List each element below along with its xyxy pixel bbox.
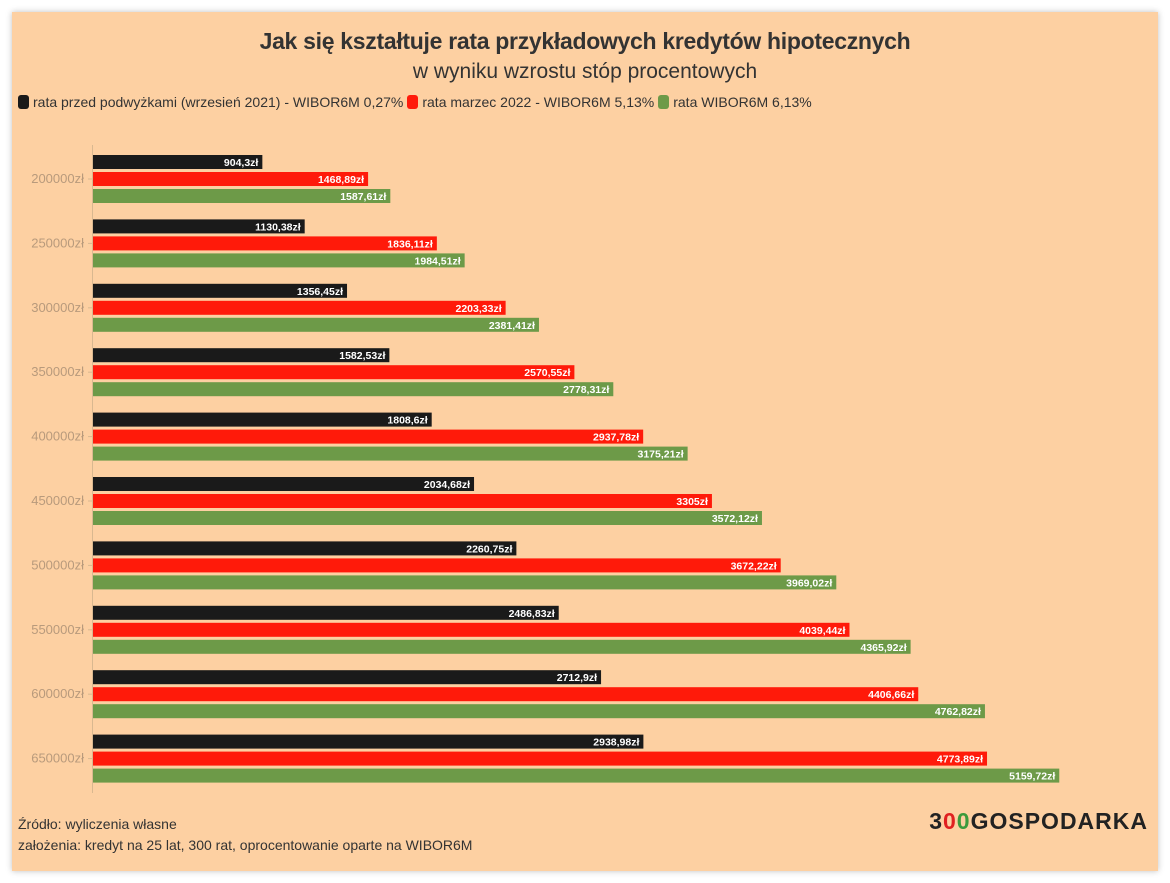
legend-item-613[interactable]: rata WIBOR6M 6,13% [658,94,812,110]
bar[interactable] [93,605,559,620]
y-tick-label: 350000zł [31,364,84,379]
logo-prefix: 3 [929,808,943,834]
y-tick-label: 300000zł [31,300,84,315]
legend-label-2021: rata przed podwyżkami (wrzesień 2021) - … [33,94,404,110]
bar[interactable] [93,734,644,749]
bar-value-label: 904,3zł [224,157,259,169]
bar[interactable] [93,382,614,397]
legend-swatch-613 [658,95,670,109]
bar-value-label: 3572,12zł [712,513,758,525]
y-tick-label: 250000zł [31,235,84,250]
bar-value-label: 2712,9zł [557,672,597,684]
bar[interactable] [93,477,475,491]
bar[interactable] [93,236,437,251]
y-tick-label: 450000zł [31,493,84,508]
legend-item-2022[interactable]: rata marzec 2022 - WIBOR6M 5,13% [407,94,654,110]
bar-value-label: 1582,53zł [339,350,385,362]
bar[interactable] [93,639,911,654]
bar-value-label: 2203,33zł [455,303,501,315]
bar-value-label: 2486,83zł [509,608,555,620]
bar[interactable] [93,300,506,315]
bar-value-label: 2260,75zł [466,543,512,555]
y-tick-label: 200000zł [31,171,84,186]
bar[interactable] [93,494,712,508]
legend-label-2022: rata marzec 2022 - WIBOR6M 5,13% [422,94,655,110]
bar[interactable] [93,283,348,298]
legend-label-613: rata WIBOR6M 6,13% [673,94,812,110]
y-tick-label: 600000zł [31,686,84,701]
bar[interactable] [93,751,988,766]
bar[interactable] [93,558,781,573]
bar[interactable] [93,365,575,380]
bar-value-label: 2938,98zł [593,737,639,749]
bar[interactable] [93,317,539,332]
legend-item-2021[interactable]: rata przed podwyżkami (wrzesień 2021) - … [18,94,403,110]
bar-value-label: 1130,38zł [255,221,301,233]
bar[interactable] [93,219,305,234]
y-tick-label: 550000zł [31,622,84,637]
bar-value-label: 2570,55zł [524,367,570,379]
logo: 300GOSPODARKA [929,808,1148,835]
bar-value-label: 1356,45zł [297,286,343,298]
bar[interactable] [93,348,390,363]
logo-o-green: 0 [956,808,971,834]
bar[interactable] [93,622,850,637]
bar[interactable] [93,704,985,719]
bar-value-label: 1836,11zł [387,238,433,250]
bar-value-label: 1808,6zł [387,415,427,427]
bar[interactable] [93,687,919,702]
bar[interactable] [93,670,602,685]
bar-value-label: 2778,31zł [563,384,609,396]
chart-title: Jak się kształtuje rata przykładowych kr… [259,28,911,54]
bar-value-label: 2381,41zł [489,320,535,332]
chart-subtitle: w wyniku wzrostu stóp procentowych [412,60,758,83]
bar[interactable] [93,575,837,590]
legend-swatch-2022 [407,95,419,109]
legend: rata przed podwyżkami (wrzesień 2021) - … [18,92,816,112]
bar[interactable] [93,189,391,203]
y-tick-label: 650000zł [31,751,84,766]
bar[interactable] [93,412,432,427]
bar-value-label: 4406,66zł [868,689,914,701]
y-tick-label: 500000zł [31,557,84,572]
logo-o-red: 0 [943,808,957,834]
bar-value-label: 4039,44zł [799,625,845,637]
legend-swatch-2021 [18,95,29,109]
bar-value-label: 3969,02zł [786,577,832,589]
bar-value-label: 2034,68zł [424,479,470,491]
bar-value-label: 3672,22zł [731,560,777,572]
bar-value-label: 1468,89zł [318,174,364,186]
logo-suffix: GOSPODARKA [970,808,1148,834]
bar-value-label: 5159,72zł [1009,771,1055,783]
bar[interactable] [93,429,644,444]
bar[interactable] [93,446,688,461]
bar-value-label: 4773,89zł [937,754,983,766]
bar-value-label: 3175,21zł [638,449,684,461]
bar[interactable] [93,541,517,556]
bar[interactable] [93,768,1060,783]
bar[interactable] [93,155,263,169]
bar[interactable] [93,172,369,186]
bar-value-label: 1587,61zł [340,191,386,203]
footer-assumptions: założenia: kredyt na 25 lat, 300 rat, op… [18,837,473,853]
bar-value-label: 2937,78zł [593,432,639,444]
bar-value-label: 3305zł [676,496,708,508]
bar-value-label: 4762,82zł [935,706,981,718]
bar[interactable] [93,511,762,525]
bar[interactable] [93,253,465,268]
bar-value-label: 1984,51zł [415,255,461,267]
footer-source: Źródło: wyliczenia własne [18,816,177,832]
bar-value-label: 4365,92zł [860,642,906,654]
y-tick-label: 400000zł [31,429,84,444]
